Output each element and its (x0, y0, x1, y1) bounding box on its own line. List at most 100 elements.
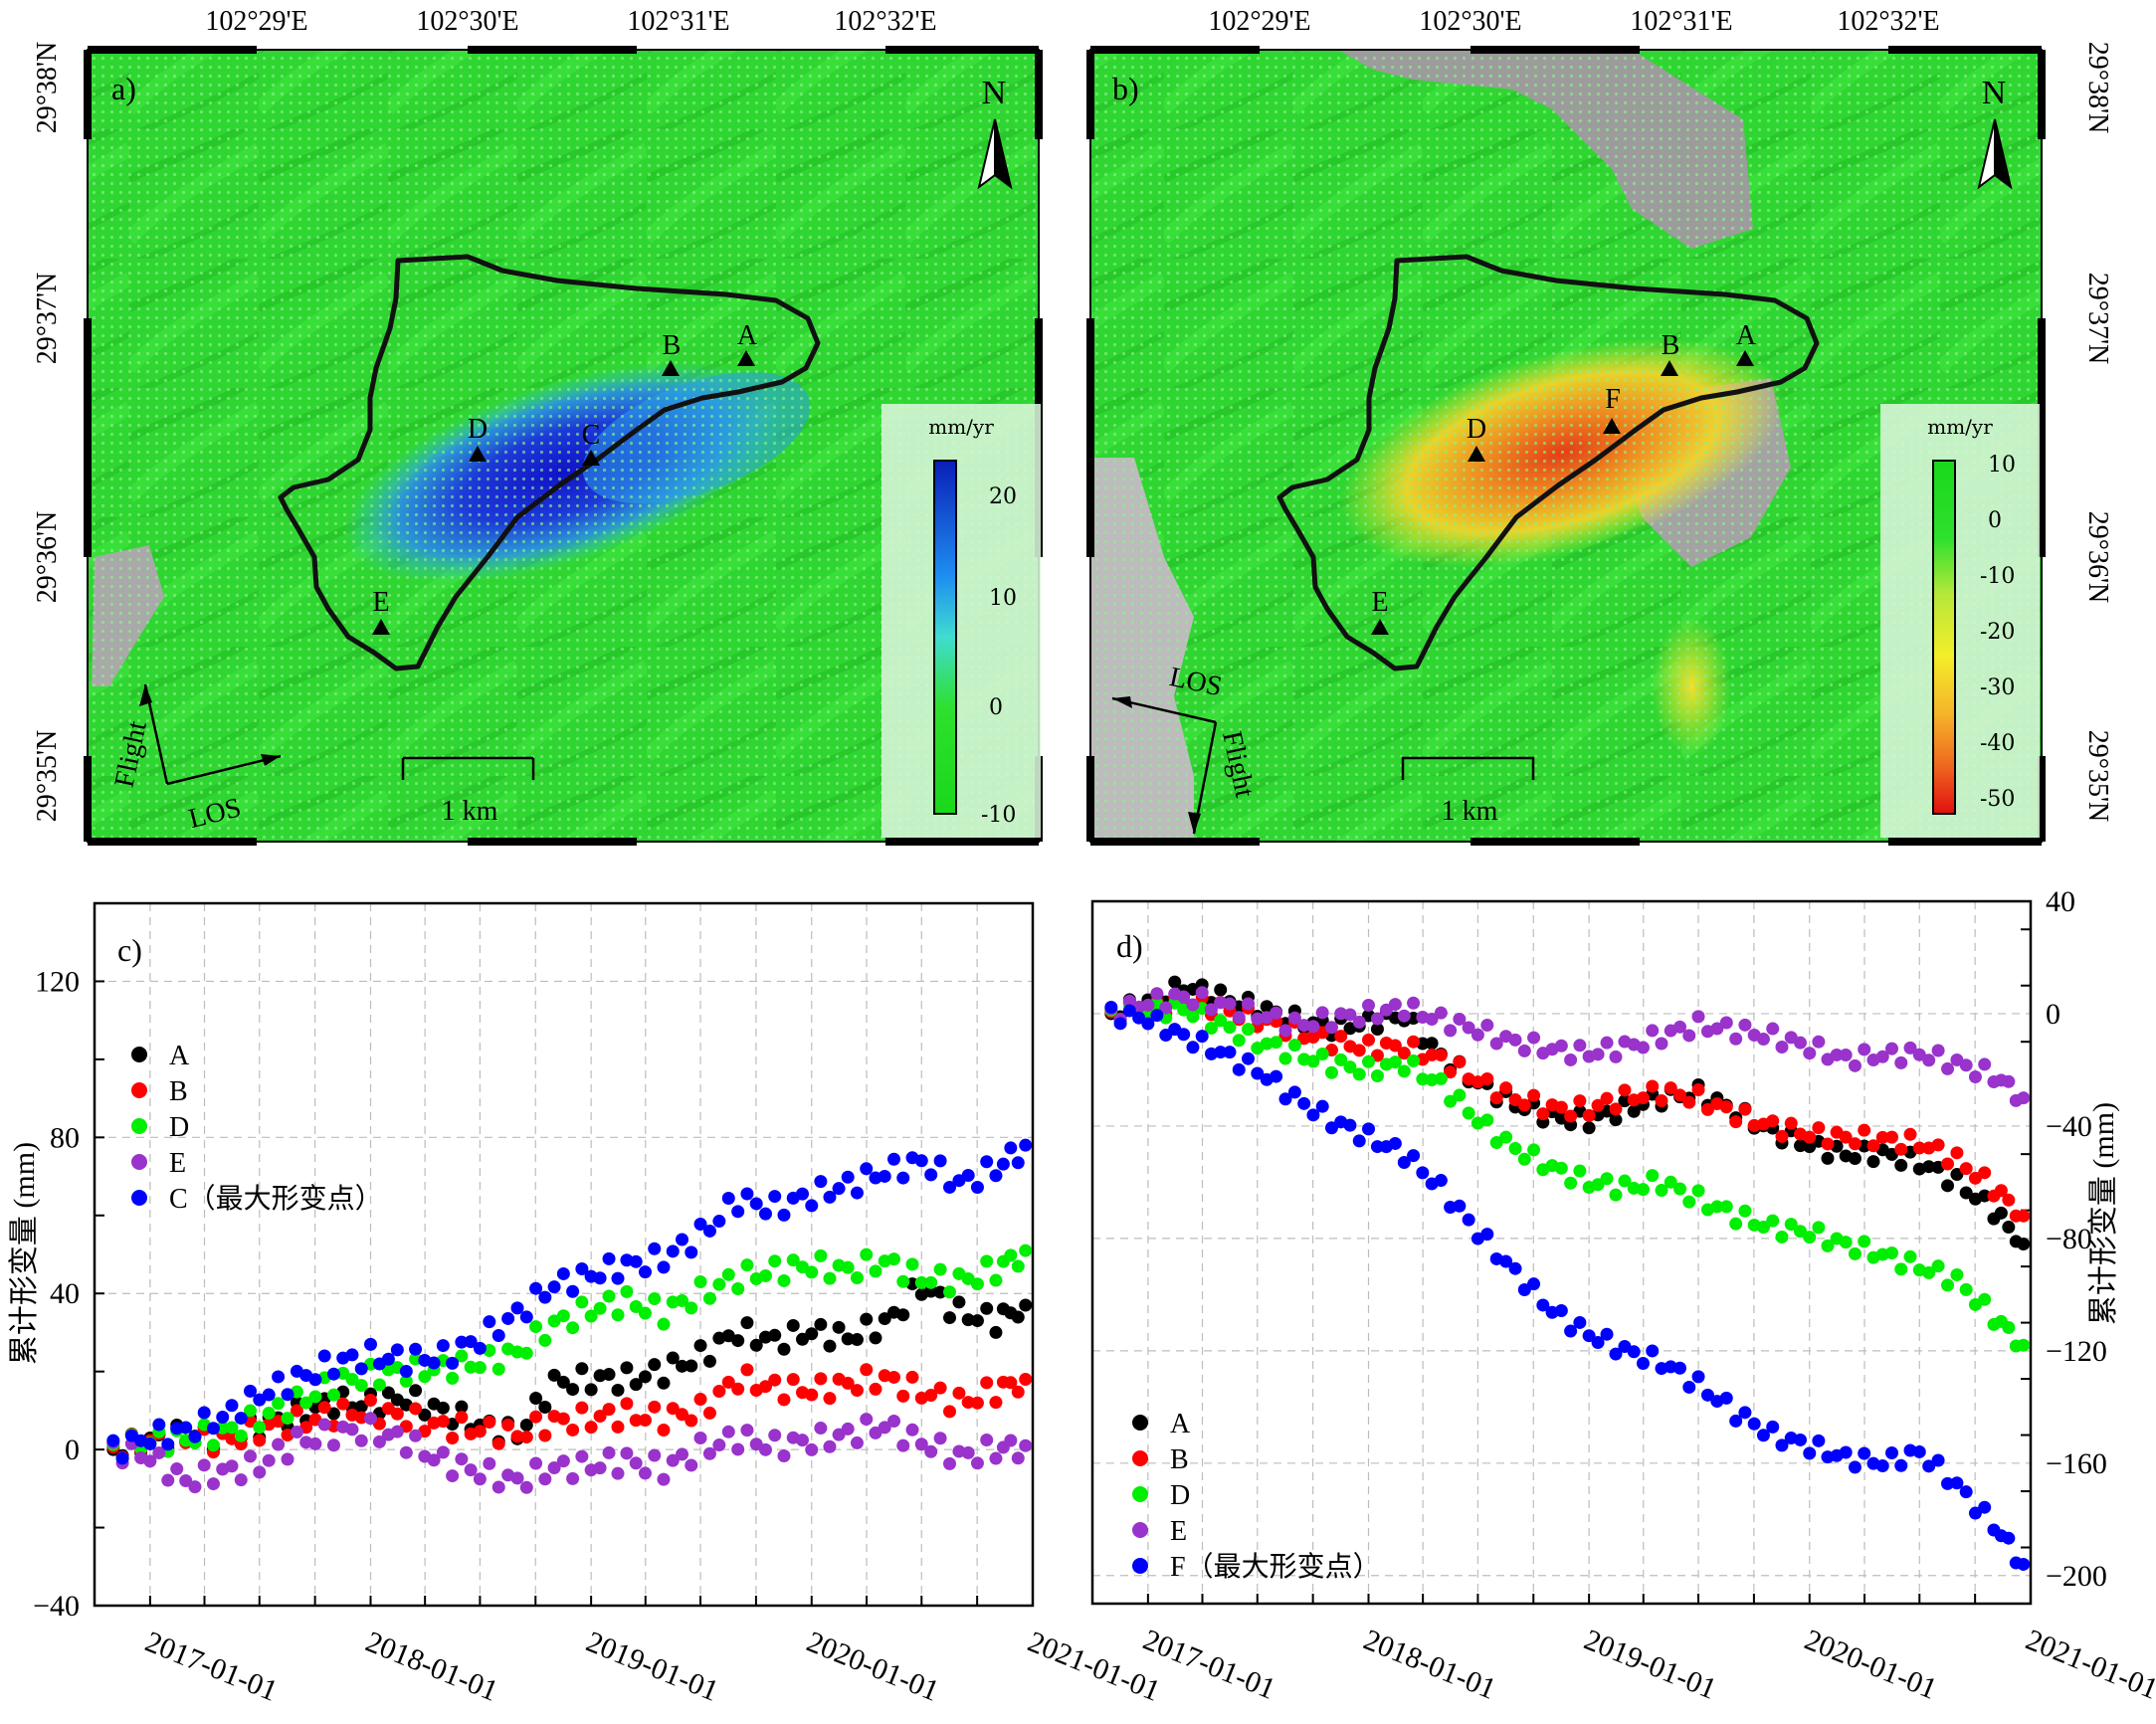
map-a-lat-tick-3: 29°36'N (32, 511, 63, 603)
data-point (896, 1171, 910, 1185)
data-point (143, 1437, 157, 1450)
data-point (1352, 1134, 1366, 1148)
data-point (1912, 1048, 1926, 1061)
data-point (1352, 1044, 1366, 1057)
data-point (693, 1274, 707, 1288)
data-point (1627, 1345, 1641, 1359)
data-point (529, 1320, 543, 1334)
data-point (1848, 1152, 1862, 1166)
data-point (1019, 1298, 1033, 1312)
data-point (1462, 1106, 1475, 1120)
data-point (1994, 1184, 2008, 1198)
data-point (409, 1342, 423, 1356)
data-point (1894, 1458, 1908, 1472)
data-point (1573, 1039, 1587, 1053)
point-d-label: D (468, 414, 488, 445)
data-point (1609, 1188, 1623, 1202)
data-point (952, 1295, 966, 1309)
x-tick-label: 2019-01-01 (1580, 1624, 1721, 1706)
data-point (1407, 1149, 1421, 1163)
data-point (914, 1154, 928, 1168)
data-point (225, 1459, 239, 1473)
y-tick-label: 40 (50, 1277, 80, 1310)
data-point (749, 1338, 763, 1352)
data-point (1242, 997, 1256, 1011)
data-point (886, 1414, 900, 1428)
data-point (253, 1465, 267, 1479)
map-a-cb-tick-1: 20 (989, 484, 1017, 509)
data-point (1978, 1189, 1992, 1203)
data-point (1517, 1283, 1531, 1297)
chart-d-label: d) (1116, 928, 1143, 964)
data-point (538, 1472, 552, 1486)
y-tick-label: 40 (2046, 885, 2075, 918)
data-point (179, 1421, 193, 1435)
data-point (1950, 1146, 1964, 1160)
x-tick-label: 2021-01-01 (2021, 1624, 2156, 1706)
data-point (491, 1437, 505, 1450)
data-point (676, 1293, 689, 1307)
chart-d-points (1104, 975, 2031, 1571)
point-f-marker (1603, 418, 1621, 434)
data-point (418, 1370, 432, 1384)
map-b-cb-tick-4: -20 (1980, 620, 2015, 645)
data-point (924, 1275, 938, 1289)
map-a-cb-tick-2: 10 (989, 586, 1017, 611)
data-point (850, 1186, 864, 1200)
data-point (1922, 1160, 1936, 1174)
data-point (629, 1299, 643, 1313)
data-point (1434, 1174, 1448, 1188)
data-point (1113, 1017, 1127, 1031)
data-point (749, 1197, 763, 1211)
data-point (1673, 1088, 1687, 1102)
data-point (768, 1373, 782, 1387)
data-point (989, 1169, 1003, 1183)
data-point (1444, 1024, 1458, 1038)
data-point (731, 1281, 745, 1295)
data-point (638, 1414, 652, 1428)
data-point (1848, 1460, 1862, 1474)
map-b-lat-tick-4: 29°35'N (2082, 730, 2113, 822)
data-point (648, 1292, 662, 1306)
data-point (1508, 1033, 1522, 1047)
data-point (1306, 1020, 1320, 1034)
data-point (1673, 1361, 1687, 1375)
data-point (2017, 1209, 2031, 1223)
data-point (575, 1295, 589, 1309)
data-point (1682, 1380, 1696, 1394)
data-point (1803, 1047, 1817, 1060)
data-point (629, 1378, 643, 1392)
data-point (896, 1438, 910, 1452)
data-point (1600, 1172, 1614, 1186)
data-point (1600, 1036, 1614, 1050)
data-point (473, 1341, 487, 1355)
legend-label: C（最大形变点） (169, 1183, 383, 1215)
data-point (409, 1402, 423, 1416)
data-point (712, 1384, 726, 1398)
data-point (685, 1359, 698, 1373)
data-point (2017, 1338, 2031, 1352)
data-point (253, 1434, 267, 1447)
data-point (1747, 1417, 1761, 1431)
data-point (593, 1410, 607, 1424)
data-point (1388, 1039, 1402, 1053)
data-point (980, 1254, 994, 1268)
data-point (814, 1317, 828, 1331)
data-point (961, 1445, 975, 1459)
data-point (1710, 1200, 1724, 1214)
data-point (2002, 1074, 2016, 1088)
data-point (1334, 1053, 1348, 1066)
data-point (1673, 1020, 1687, 1034)
data-point (1536, 1298, 1550, 1312)
point-a-marker (1736, 350, 1754, 366)
data-point (1582, 1329, 1596, 1343)
data-point (777, 1393, 791, 1407)
data-point (2017, 1238, 2031, 1251)
map-b-lon-tick-2: 102°30'E (1419, 6, 1521, 37)
data-point (943, 1405, 957, 1419)
data-point (721, 1375, 735, 1389)
data-point (1646, 1079, 1660, 1093)
data-point (1682, 1029, 1696, 1043)
legend-label: E (1170, 1516, 1187, 1547)
data-point (1582, 1108, 1596, 1122)
